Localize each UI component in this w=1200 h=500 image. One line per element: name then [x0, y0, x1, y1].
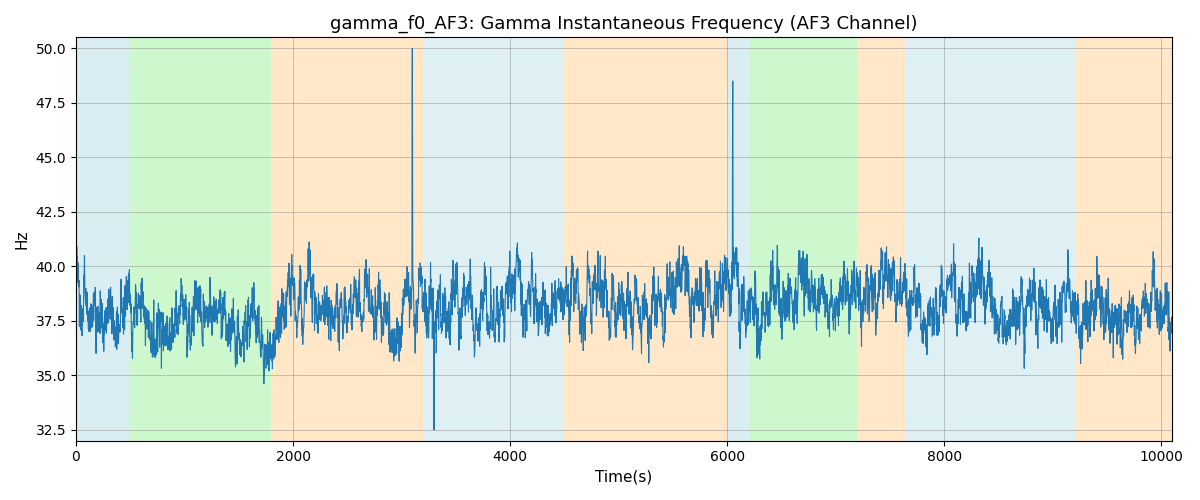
Bar	[858, 38, 906, 440]
Bar	[424, 38, 564, 440]
Bar	[749, 38, 858, 440]
Bar	[130, 38, 271, 440]
Title: gamma_f0_AF3: Gamma Instantaneous Frequency (AF3 Channel): gamma_f0_AF3: Gamma Instantaneous Freque…	[330, 15, 918, 34]
Bar	[1074, 38, 1172, 440]
X-axis label: Time(s): Time(s)	[595, 470, 653, 485]
Bar	[564, 38, 727, 440]
Bar	[271, 38, 424, 440]
Bar	[906, 38, 1074, 440]
Bar	[727, 38, 749, 440]
Bar	[76, 38, 130, 440]
Y-axis label: Hz: Hz	[14, 230, 30, 249]
